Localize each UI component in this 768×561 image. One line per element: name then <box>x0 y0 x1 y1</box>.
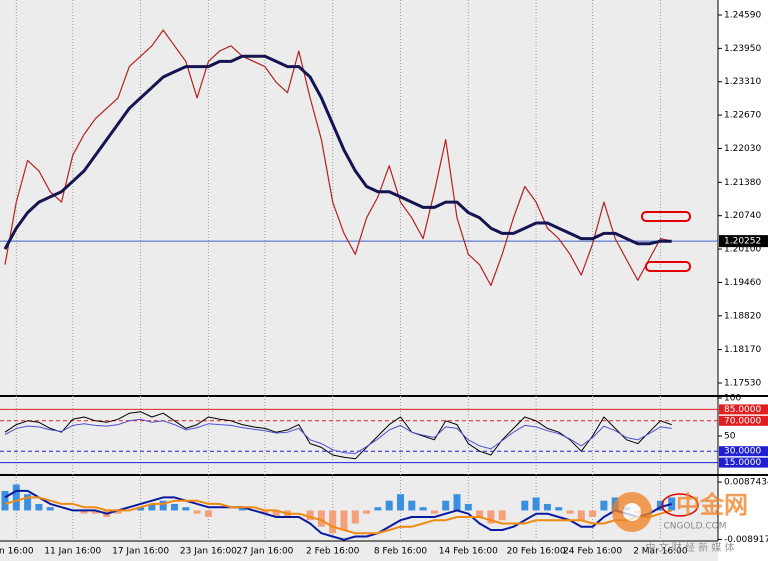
histogram-bar <box>419 507 427 511</box>
level-label: 15.0000 <box>724 458 761 468</box>
x-tick-label: 8 Feb 16:00 <box>374 547 428 557</box>
watermark: 中金网 CNGOLD.COM 中 文 财 经 新 媒 体 <box>612 491 748 554</box>
level-label: 30.0000 <box>724 447 761 457</box>
histogram-bar <box>80 510 88 514</box>
histogram-bar <box>374 507 382 511</box>
series-line <box>3 54 672 250</box>
level-label-bg <box>719 415 768 426</box>
histogram-bar <box>238 507 246 511</box>
x-tick-label: 23 Jan 16:00 <box>180 547 237 557</box>
histogram-bar <box>148 503 156 511</box>
x-tick-label: n 16:00 <box>0 547 34 557</box>
y-tick-label: 1.24590 <box>724 11 761 21</box>
histogram-bar <box>272 510 280 517</box>
histogram-bar <box>555 507 563 511</box>
watermark-site: CNGOLD.COM <box>663 522 726 532</box>
histogram-bar <box>600 500 608 511</box>
histogram-bar <box>498 510 506 521</box>
highlight-ellipse <box>661 493 699 517</box>
histogram-bar <box>408 500 416 511</box>
watermark-slogan: 中 文 财 经 新 媒 体 <box>645 541 734 554</box>
histogram-bar <box>521 500 529 511</box>
y-tick-label: 1.22670 <box>724 111 761 121</box>
histogram-bar <box>317 510 325 527</box>
y-tick-label: 1.22030 <box>724 144 761 154</box>
histogram-bar <box>487 510 495 524</box>
histogram-bar <box>340 510 348 530</box>
highlight-box <box>641 211 691 222</box>
current-price-label: 1.20252 <box>724 237 761 247</box>
x-tick-label: 14 Feb 16:00 <box>439 547 498 557</box>
watermark-name: 中金网 <box>676 491 748 519</box>
y-tick-label: 1.23310 <box>724 77 761 87</box>
histogram-bar <box>159 500 167 511</box>
histogram-bar <box>114 510 122 514</box>
histogram-bar <box>12 484 20 511</box>
x-tick-label: 2 Mar 16:00 <box>633 547 688 557</box>
histogram-bar <box>532 497 540 511</box>
level-label-bg <box>719 457 768 468</box>
y-tick-label: 1.19460 <box>724 278 761 288</box>
histogram-bar <box>543 503 551 511</box>
histogram-bar <box>182 507 190 511</box>
series-line <box>4 411 672 460</box>
y-tick-label: 1.23950 <box>724 44 761 54</box>
histogram-bar <box>1 490 9 511</box>
level-label: 85.0000 <box>724 405 761 415</box>
histogram-bar <box>171 503 178 511</box>
y-tick-label: 1.21380 <box>724 178 761 188</box>
histogram-bar <box>46 507 54 511</box>
series-line <box>4 418 672 454</box>
histogram-bar <box>193 510 201 514</box>
series-line <box>4 496 672 535</box>
y-tick-label: 1.17530 <box>724 379 761 389</box>
histogram-bar <box>363 510 371 514</box>
x-tick-label: 11 Jan 16:00 <box>44 547 101 557</box>
histogram-bar <box>577 510 585 521</box>
histogram-bar <box>137 507 145 511</box>
histogram-bar <box>385 500 393 511</box>
y-tick-label: 0.0087434 <box>724 478 768 488</box>
histogram-bar <box>464 503 472 511</box>
watermark-logo <box>623 503 641 521</box>
highlight-box <box>645 261 691 272</box>
histogram-bar <box>589 510 597 517</box>
histogram-bar <box>35 503 43 511</box>
series-line <box>4 29 672 287</box>
level-label: 70.0000 <box>724 416 761 426</box>
x-tick-label: 2 Feb 16:00 <box>306 547 360 557</box>
histogram-bar <box>476 510 484 517</box>
x-tick-label: 27 Jan 16:00 <box>236 547 293 557</box>
histogram-bar <box>24 494 32 511</box>
level-label-bg <box>719 446 768 457</box>
y-tick-label: 1.20740 <box>724 211 761 221</box>
histogram-bar <box>91 510 99 514</box>
histogram-bar <box>656 500 664 511</box>
level-label-bg <box>719 404 768 415</box>
histogram-bar <box>397 494 404 511</box>
x-tick-label: 24 Feb 16:00 <box>563 547 622 557</box>
x-tick-label: 20 Feb 16:00 <box>507 547 566 557</box>
histogram-bar <box>329 510 337 534</box>
histogram-bar <box>566 510 574 514</box>
y-tick-label: 100 <box>724 394 741 404</box>
y-tick-label: 1.18170 <box>724 345 761 355</box>
histogram-bar <box>453 494 461 511</box>
histogram-bar <box>306 510 314 521</box>
current-price-bg <box>719 235 768 248</box>
histogram-bar <box>442 500 450 511</box>
histogram-bar <box>430 510 438 514</box>
y-tick-label: -0.0089178 <box>724 535 768 545</box>
x-tick-label: 17 Jan 16:00 <box>112 547 169 557</box>
histogram-bar <box>261 510 269 514</box>
y-tick-label: 1.20100 <box>724 245 761 255</box>
y-tick-label: 50 <box>724 432 736 442</box>
histogram-bar <box>351 510 359 524</box>
histogram-bar <box>204 510 212 517</box>
y-tick-label: 1.18820 <box>724 311 761 321</box>
